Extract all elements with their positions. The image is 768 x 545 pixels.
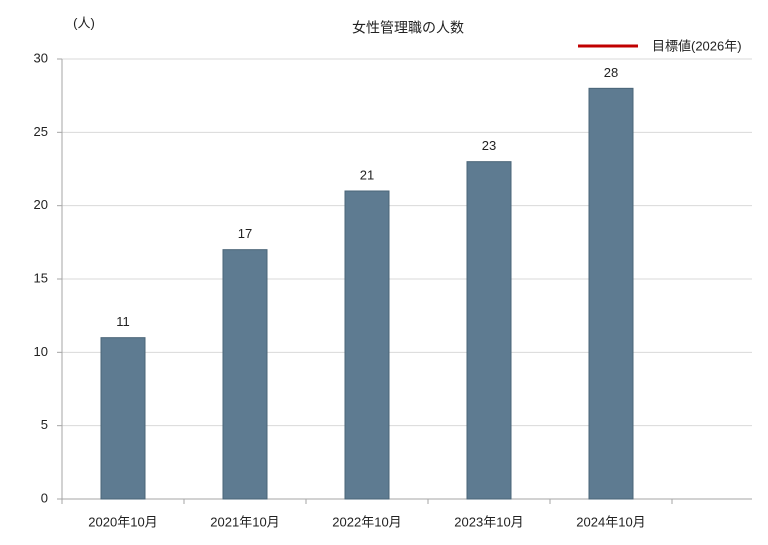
x-tick-label: 2021年10月: [210, 514, 279, 529]
bar: [222, 249, 268, 500]
y-tick-label: 10: [34, 344, 48, 359]
chart-title: 女性管理職の人数: [352, 20, 464, 36]
x-tick-label: 2023年10月: [454, 514, 523, 529]
y-tick-label: 25: [34, 124, 48, 139]
y-tick-label: 0: [41, 490, 48, 505]
data-label: 11: [116, 314, 130, 329]
data-label: 28: [604, 65, 618, 80]
y-tick-label: 5: [41, 417, 48, 432]
y-tick-label: 15: [34, 270, 48, 285]
data-label: 17: [238, 226, 252, 241]
x-tick-label: 2024年10月: [576, 514, 645, 529]
y-tick-label: 20: [34, 197, 48, 212]
bar: [466, 161, 512, 500]
bar: [344, 190, 390, 500]
data-label: 21: [360, 167, 374, 182]
y-unit-label: (人): [73, 15, 95, 30]
x-tick-label: 2022年10月: [332, 514, 401, 529]
bar: [100, 337, 146, 500]
legend-label: 目標値(2026年): [652, 38, 742, 53]
data-label: 23: [482, 138, 496, 153]
y-tick-label: 30: [34, 50, 48, 65]
bar: [588, 87, 634, 500]
x-tick-label: 2020年10月: [88, 514, 157, 529]
